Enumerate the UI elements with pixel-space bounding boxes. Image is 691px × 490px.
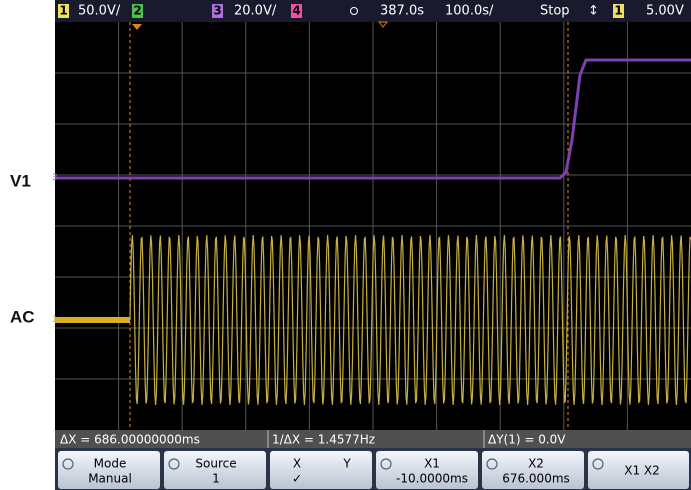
delta-x: ΔX = 686.00000000ms — [60, 433, 200, 447]
ch3-marker: 3 — [52, 173, 58, 183]
ch1-box — [58, 4, 69, 18]
v1-waveform — [55, 58, 691, 180]
mode-key[interactable] — [58, 451, 160, 489]
mode-title: Mode — [94, 457, 127, 471]
time-scale: 100.0s/ — [445, 4, 494, 19]
time-position: 387.0s — [380, 4, 424, 19]
run-state: Stop — [540, 4, 570, 19]
trigger-box — [613, 4, 624, 18]
ac-label: AC — [10, 307, 35, 326]
knob-icon — [592, 458, 604, 470]
x1-title: X1 — [424, 457, 440, 471]
trigger-marker — [132, 24, 142, 30]
knob-icon — [380, 458, 392, 470]
source-key[interactable] — [164, 451, 266, 489]
source-title: Source — [195, 457, 236, 471]
y-label: Y — [342, 457, 351, 471]
knob-icon — [168, 458, 180, 470]
ch2-num: 2 — [133, 4, 141, 18]
knob-icon — [486, 458, 498, 470]
trigger-level: 5.00V — [646, 4, 684, 19]
ch4-num: 4 — [292, 4, 300, 18]
x1x2: X1 X2 — [624, 464, 660, 478]
v1-label: V1 — [10, 171, 31, 190]
ch3-scale: 20.0V/ — [234, 4, 277, 19]
x-label: X — [293, 457, 301, 471]
measurement-bar — [55, 430, 691, 448]
ch1-num: 1 — [59, 4, 67, 18]
x2-value: 676.000ms — [502, 472, 570, 486]
delta-y: ΔY(1) = 0.0V — [488, 433, 566, 447]
knob-icon — [62, 458, 74, 470]
ch3-num: 3 — [213, 4, 221, 18]
xy-key[interactable] — [270, 451, 372, 489]
ac-waveform — [129, 234, 691, 406]
ch1-marker: 1 — [52, 315, 58, 325]
x2-key[interactable] — [482, 451, 584, 489]
trigger-num: 1 — [614, 4, 622, 18]
time-ref-marker — [377, 21, 389, 28]
source-value: 1 — [212, 472, 220, 486]
ch4-box — [291, 4, 302, 18]
mode-value: Manual — [88, 472, 132, 486]
ch1-scale: 50.0V/ — [78, 4, 121, 19]
sun-icon — [350, 7, 358, 15]
x2-title: X2 — [528, 457, 544, 471]
x1x2-key[interactable] — [588, 451, 689, 489]
ac-flat — [55, 317, 130, 323]
xy-check: ✓ — [292, 472, 302, 486]
trigger-slope: ↕ — [588, 4, 599, 19]
ch3-box — [212, 4, 223, 18]
x1-value: -10.0000ms — [396, 472, 468, 486]
x1-key[interactable] — [376, 451, 478, 489]
inverse-delta-x: 1/ΔX = 1.4577Hz — [272, 433, 375, 447]
ch2-box — [132, 4, 143, 18]
